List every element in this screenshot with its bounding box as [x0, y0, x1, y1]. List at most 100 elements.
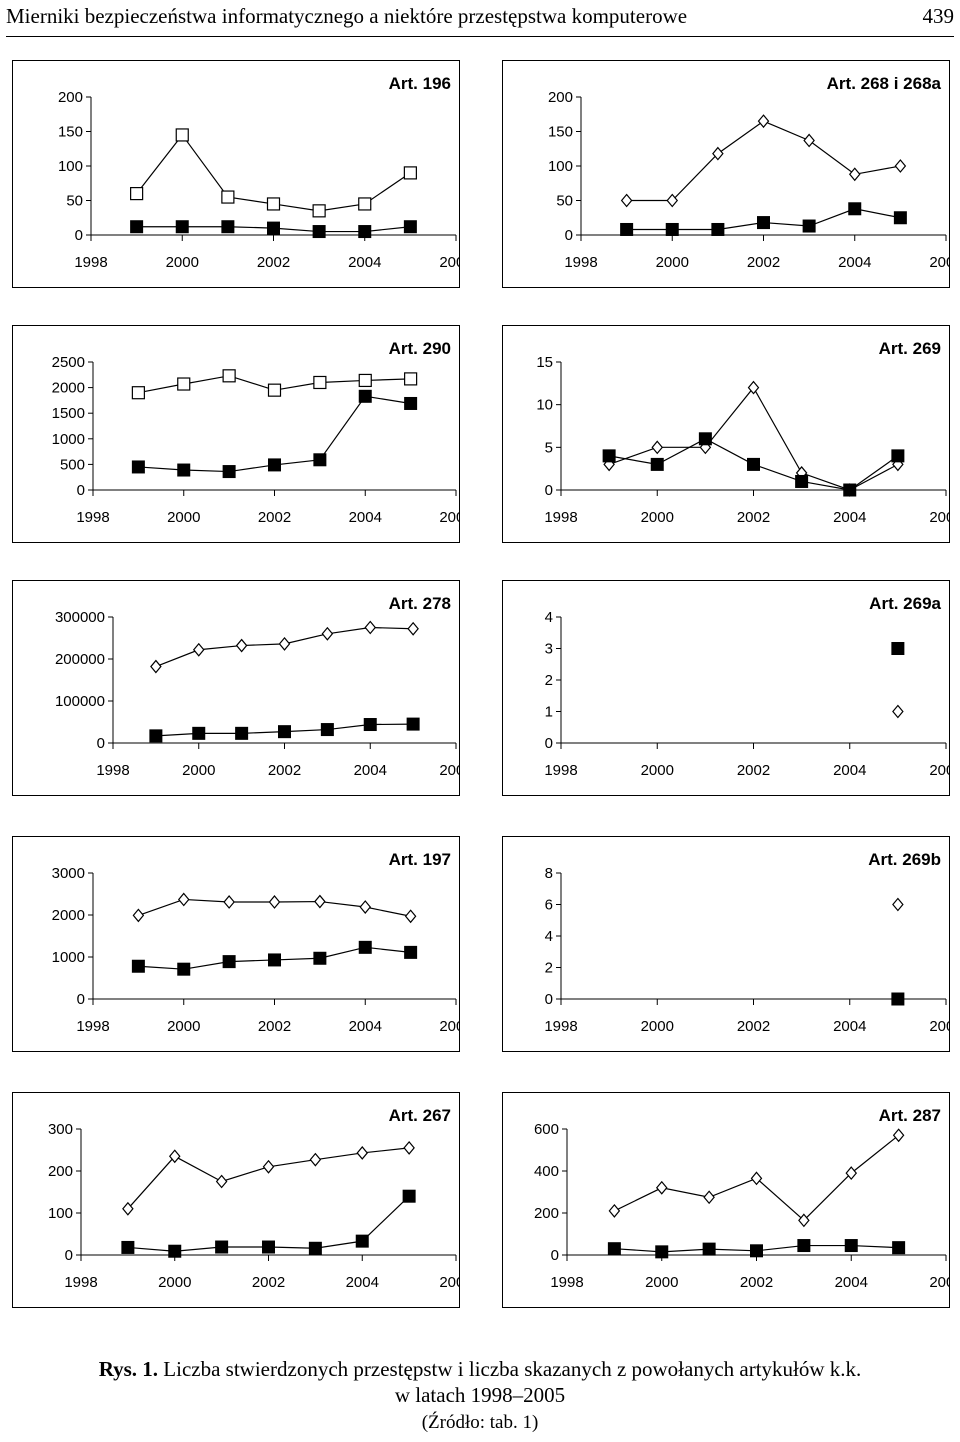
- x-tick-label: 2002: [257, 254, 290, 271]
- chart-panel-4: 0 5 10 15 1998 2000 2002 2004 2006 Art. 269: [502, 325, 950, 543]
- data-point: [402, 1189, 416, 1203]
- chart-svg: 0 100 200 300 1998 2000 2002 2004 2006 Art. 267: [48, 1106, 459, 1291]
- data-point: [308, 1241, 322, 1255]
- data-point: [359, 900, 372, 914]
- data-point: [845, 1166, 858, 1181]
- data-point: [223, 895, 235, 909]
- x-tick-label: 2000: [641, 509, 674, 526]
- x-tick-label: 2000: [641, 1018, 674, 1035]
- chart-panel-3: 0 500 1000 1500 2000 2500 1998 2000 2002 2004 2006…: [12, 325, 460, 543]
- y-tick-label: 0: [77, 991, 85, 1008]
- y-tick-label: 200: [58, 89, 83, 106]
- y-tick-label: 200: [48, 1163, 73, 1180]
- y-tick-label: 200: [548, 89, 573, 106]
- y-tick-label: 6: [545, 897, 553, 914]
- data-point: [122, 1201, 134, 1216]
- data-point: [177, 892, 190, 907]
- y-tick-label: 1000: [52, 949, 85, 966]
- data-point: [407, 621, 419, 636]
- x-tick-label: 1998: [544, 1018, 577, 1035]
- x-tick-label: 2000: [641, 762, 674, 779]
- x-tick-label: 2004: [835, 1274, 868, 1291]
- data-point: [121, 1240, 135, 1254]
- y-tick-label: 1500: [52, 405, 85, 422]
- chart-svg: 0 50 100 150 200 1998 2000 2002 2004 2006 Art. 196: [58, 74, 459, 271]
- data-point: [364, 620, 377, 635]
- x-tick-label: 2000: [158, 1274, 191, 1291]
- x-tick-label: 1998: [544, 762, 577, 779]
- running-title: Mierniki bezpieczeństwa informatycznego …: [6, 4, 688, 28]
- data-point: [406, 717, 420, 731]
- x-tick-label: 2000: [166, 254, 199, 271]
- page-header: Mierniki bezpieczeństwa informatycznego …: [6, 0, 954, 37]
- data-point: [403, 1140, 415, 1155]
- data-point: [177, 962, 191, 976]
- x-tick-label: 2000: [645, 1274, 678, 1291]
- y-tick-label: 100: [48, 1205, 73, 1222]
- y-tick-label: 500: [60, 456, 85, 473]
- data-point: [130, 220, 144, 234]
- data-point: [358, 940, 372, 954]
- data-point: [892, 897, 904, 912]
- data-point: [149, 729, 163, 743]
- y-tick-label: 300000: [55, 609, 105, 626]
- y-tick-label: 0: [551, 1247, 559, 1264]
- data-point: [848, 202, 862, 216]
- data-point: [750, 1244, 763, 1258]
- data-point: [268, 953, 281, 967]
- chart-svg: 0 5 10 15 1998 2000 2002 2004 2006 Art. 269: [536, 339, 949, 526]
- x-tick-label: 1998: [564, 254, 597, 271]
- data-point: [355, 1234, 369, 1248]
- data-point: [320, 723, 334, 737]
- x-tick-label: 2002: [747, 254, 780, 271]
- y-tick-label: 0: [545, 482, 553, 499]
- data-point: [150, 659, 162, 674]
- x-tick-label: 2002: [258, 1018, 291, 1035]
- x-tick-label: 2006: [439, 1018, 459, 1035]
- data-point: [403, 166, 417, 180]
- chart-panel-8: 0 2 4 6 8 1998 2000 2002 2004 2006 Art. 269b: [502, 836, 950, 1052]
- chart-panel-9: 0 100 200 300 1998 2000 2002 2004 2006 Art. 267: [12, 1092, 460, 1308]
- y-tick-label: 15: [536, 354, 553, 371]
- chart-panel-5: 0 100000 200000 300000 1998 2000 2002 2004 2006 A…: [12, 580, 460, 796]
- y-tick-label: 100: [548, 158, 573, 175]
- data-point: [215, 1240, 229, 1254]
- x-tick-label: 1998: [64, 1274, 97, 1291]
- x-tick-label: 2002: [268, 762, 301, 779]
- data-point: [268, 895, 281, 909]
- x-tick-label: 2006: [929, 254, 949, 271]
- x-tick-label: 2002: [258, 509, 291, 526]
- data-point: [267, 221, 280, 235]
- data-point: [313, 951, 327, 965]
- data-point: [665, 222, 679, 236]
- data-point: [747, 380, 760, 395]
- y-tick-label: 0: [565, 227, 573, 244]
- figure-source: (Źródło: tab. 1): [421, 1412, 539, 1433]
- data-point: [131, 460, 145, 474]
- x-tick-label: 1998: [76, 509, 109, 526]
- data-point: [312, 204, 326, 218]
- x-tick-label: 2006: [929, 762, 949, 779]
- chart-panel-2: 0 50 100 150 200 1998 2000 2002 2004 2006 Art. 268…: [502, 60, 950, 288]
- data-point: [891, 642, 905, 655]
- data-point: [356, 1146, 369, 1160]
- data-point: [698, 432, 712, 446]
- x-tick-label: 1998: [544, 509, 577, 526]
- chart-svg: 0 200 400 600 1998 2000 2002 2004 2006 Art. 287: [534, 1106, 949, 1291]
- x-tick-label: 2004: [346, 1274, 379, 1291]
- y-tick-label: 200000: [55, 651, 105, 668]
- x-tick-label: 2006: [929, 1018, 949, 1035]
- chart-svg: 0 2 4 6 8 1998 2000 2002 2004 2006 Art. 269b: [544, 850, 949, 1035]
- data-point: [797, 1239, 811, 1253]
- data-point: [891, 992, 905, 1006]
- data-point: [620, 222, 634, 236]
- data-point: [215, 1174, 228, 1189]
- data-point: [703, 1190, 715, 1205]
- chart-title: Art. 287: [879, 1106, 941, 1125]
- data-point: [358, 389, 372, 403]
- data-point: [222, 465, 236, 479]
- chart-svg: 0 500 1000 1500 2000 2500 1998 2000 2002 2004 2006…: [52, 339, 459, 526]
- chart-panel-7: 0 1000 2000 3000 1998 2000 2002 2004 2006 Art. 19…: [12, 836, 460, 1052]
- x-tick-label: 2004: [833, 762, 866, 779]
- data-point: [892, 1128, 905, 1143]
